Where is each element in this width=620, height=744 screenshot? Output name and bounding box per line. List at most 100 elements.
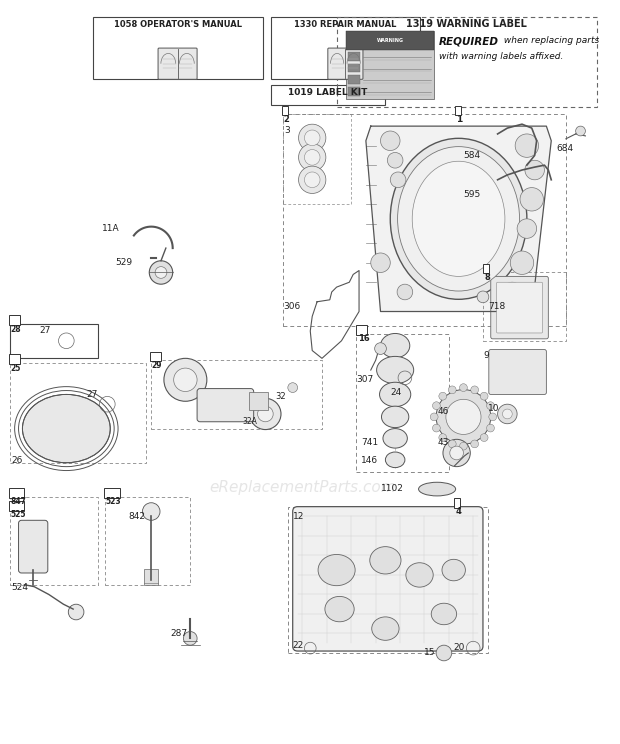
Circle shape [480, 434, 488, 441]
Text: 26: 26 [12, 456, 23, 465]
Circle shape [433, 424, 440, 432]
Text: 46: 46 [437, 407, 448, 416]
Bar [483, 272, 566, 341]
Text: 11A: 11A [102, 224, 120, 233]
Ellipse shape [412, 161, 505, 276]
Bar [454, 106, 461, 115]
FancyBboxPatch shape [328, 48, 363, 80]
FancyBboxPatch shape [293, 507, 483, 651]
Text: 27: 27 [39, 326, 50, 335]
Circle shape [502, 282, 522, 302]
Bar [144, 569, 158, 585]
Bar [9, 315, 19, 325]
Circle shape [184, 632, 197, 645]
Text: 1319 WARNING LABEL: 1319 WARNING LABEL [406, 19, 527, 29]
Text: 287: 287 [170, 629, 188, 638]
Ellipse shape [432, 603, 456, 625]
Circle shape [299, 166, 326, 193]
Circle shape [487, 402, 494, 410]
Text: 3: 3 [284, 126, 290, 135]
Bar [347, 31, 434, 99]
Circle shape [487, 424, 494, 432]
Ellipse shape [397, 147, 520, 291]
Text: 529: 529 [115, 258, 132, 267]
Bar [283, 115, 566, 326]
Text: 584: 584 [463, 150, 480, 159]
Circle shape [489, 413, 497, 421]
Circle shape [381, 131, 400, 150]
Circle shape [436, 390, 491, 444]
Bar [105, 497, 190, 585]
Text: 27: 27 [86, 390, 97, 399]
Ellipse shape [376, 356, 414, 384]
FancyBboxPatch shape [497, 282, 542, 333]
Bar [356, 334, 449, 472]
Bar [348, 75, 360, 84]
Circle shape [459, 442, 467, 450]
Circle shape [299, 144, 326, 171]
Circle shape [515, 134, 539, 157]
Bar [337, 17, 597, 106]
Text: 32A: 32A [242, 417, 257, 426]
Circle shape [510, 251, 534, 275]
Bar [92, 17, 264, 80]
Circle shape [371, 253, 390, 272]
Circle shape [388, 153, 403, 168]
FancyBboxPatch shape [19, 520, 48, 573]
Text: 684: 684 [556, 144, 574, 153]
Text: 4: 4 [455, 507, 461, 516]
Circle shape [149, 261, 173, 284]
Bar [150, 351, 161, 362]
Circle shape [439, 434, 446, 441]
Text: 741: 741 [361, 438, 378, 447]
Ellipse shape [442, 559, 466, 581]
Text: 1330 REPAIR MANUAL: 1330 REPAIR MANUAL [294, 20, 397, 29]
Bar [282, 106, 288, 115]
Bar [283, 115, 352, 204]
FancyBboxPatch shape [491, 276, 548, 339]
FancyBboxPatch shape [158, 48, 197, 80]
Ellipse shape [22, 394, 110, 463]
Text: 1102: 1102 [381, 484, 404, 493]
Text: 22: 22 [293, 641, 304, 650]
Circle shape [374, 343, 386, 354]
Bar [151, 360, 322, 429]
Bar [10, 363, 146, 463]
Text: 525: 525 [11, 510, 26, 519]
Bar [348, 64, 360, 72]
Circle shape [448, 386, 456, 394]
Text: eReplacementParts.com: eReplacementParts.com [209, 480, 396, 495]
Text: 847: 847 [11, 497, 26, 506]
Circle shape [477, 291, 489, 303]
Circle shape [446, 400, 481, 434]
Bar [348, 52, 360, 61]
Text: REQUIRED: REQUIRED [439, 36, 499, 46]
Text: 306: 306 [283, 302, 300, 311]
Circle shape [471, 386, 479, 394]
Bar [348, 87, 360, 96]
Circle shape [143, 503, 160, 520]
Circle shape [299, 124, 326, 152]
Circle shape [575, 126, 585, 136]
Text: 307: 307 [356, 375, 373, 384]
Text: 524: 524 [12, 583, 29, 591]
Text: 20: 20 [454, 644, 465, 652]
Text: 24: 24 [390, 388, 402, 397]
Text: 9: 9 [483, 350, 489, 359]
Circle shape [250, 398, 281, 429]
Text: 146: 146 [361, 456, 378, 465]
Circle shape [502, 409, 512, 419]
Text: 10: 10 [488, 404, 499, 413]
Text: 43: 43 [437, 438, 448, 447]
Bar [249, 393, 268, 410]
Bar [10, 324, 97, 359]
Circle shape [443, 439, 471, 466]
Ellipse shape [406, 562, 433, 587]
Text: 523: 523 [106, 497, 122, 506]
Text: 8: 8 [484, 273, 490, 282]
Bar [356, 325, 367, 335]
Ellipse shape [390, 138, 527, 299]
Circle shape [436, 645, 452, 661]
Ellipse shape [370, 547, 401, 574]
Circle shape [448, 440, 456, 448]
